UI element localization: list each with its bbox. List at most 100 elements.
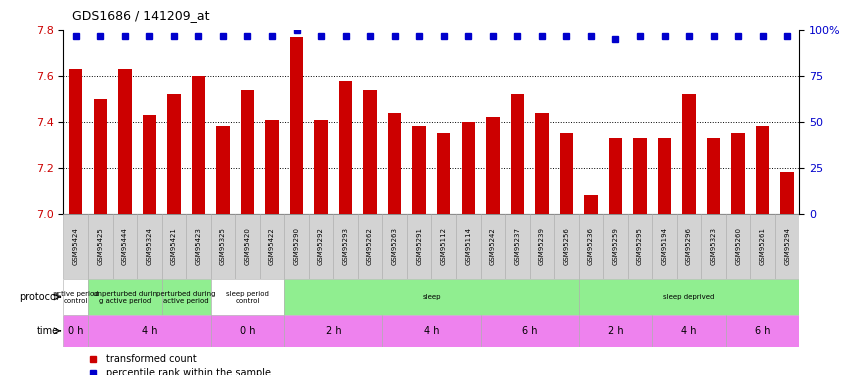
Bar xyxy=(162,214,186,279)
Text: sleep: sleep xyxy=(422,294,441,300)
Text: GSM95444: GSM95444 xyxy=(122,227,128,265)
Bar xyxy=(88,214,113,279)
Bar xyxy=(707,138,720,214)
Bar xyxy=(677,214,701,279)
Bar xyxy=(162,279,211,315)
Text: GSM95425: GSM95425 xyxy=(97,227,103,265)
Bar xyxy=(63,214,88,279)
Bar xyxy=(315,120,327,214)
Text: 4 h: 4 h xyxy=(141,326,157,336)
Bar xyxy=(775,214,799,279)
Text: GSM95194: GSM95194 xyxy=(662,227,667,265)
Bar xyxy=(235,214,260,279)
Text: 6 h: 6 h xyxy=(522,326,537,336)
Text: GSM95261: GSM95261 xyxy=(760,227,766,265)
Bar xyxy=(309,214,333,279)
Bar xyxy=(579,214,603,279)
Bar xyxy=(511,94,524,214)
Text: 2 h: 2 h xyxy=(607,326,624,336)
Bar xyxy=(456,214,481,279)
Bar xyxy=(603,214,628,279)
Bar xyxy=(756,126,769,214)
Text: 4 h: 4 h xyxy=(424,326,439,336)
Text: GSM95423: GSM95423 xyxy=(195,227,201,265)
Text: active period
control: active period control xyxy=(53,291,98,303)
Bar xyxy=(585,195,597,214)
Text: GSM95236: GSM95236 xyxy=(588,227,594,265)
Bar xyxy=(63,279,88,315)
Text: protocol: protocol xyxy=(19,292,59,302)
Bar xyxy=(211,214,235,279)
Text: GSM95260: GSM95260 xyxy=(735,227,741,265)
Text: GSM95421: GSM95421 xyxy=(171,227,177,265)
Text: GSM95293: GSM95293 xyxy=(343,227,349,265)
Bar xyxy=(382,214,407,279)
Text: GSM95420: GSM95420 xyxy=(244,227,250,265)
Text: GSM95424: GSM95424 xyxy=(73,227,79,265)
Text: GSM95242: GSM95242 xyxy=(490,227,496,265)
Bar xyxy=(260,214,284,279)
Bar xyxy=(505,214,530,279)
Bar xyxy=(579,315,652,346)
Text: GSM95295: GSM95295 xyxy=(637,227,643,265)
Text: GSM95112: GSM95112 xyxy=(441,227,447,265)
Text: GSM95324: GSM95324 xyxy=(146,227,152,265)
Bar xyxy=(266,120,278,214)
Bar xyxy=(88,315,211,346)
Bar xyxy=(481,315,579,346)
Text: perturbed during
active period: perturbed during active period xyxy=(157,291,216,303)
Text: GSM95292: GSM95292 xyxy=(318,227,324,265)
Bar xyxy=(407,214,431,279)
Bar xyxy=(382,315,481,346)
Text: GSM95294: GSM95294 xyxy=(784,227,790,265)
Text: GSM95262: GSM95262 xyxy=(367,227,373,265)
Text: GSM95325: GSM95325 xyxy=(220,227,226,265)
Bar xyxy=(413,126,426,214)
Bar xyxy=(462,122,475,214)
Text: 2 h: 2 h xyxy=(326,326,341,336)
Bar xyxy=(683,94,695,214)
Text: GSM95239: GSM95239 xyxy=(539,227,545,265)
Bar xyxy=(658,138,671,214)
Bar xyxy=(94,99,107,214)
Text: GSM95259: GSM95259 xyxy=(613,227,618,265)
Bar xyxy=(609,138,622,214)
Bar xyxy=(69,69,82,214)
Bar xyxy=(211,315,284,346)
Text: GSM95296: GSM95296 xyxy=(686,227,692,265)
Bar xyxy=(143,115,156,214)
Text: time: time xyxy=(37,326,59,336)
Text: GSM95263: GSM95263 xyxy=(392,227,398,265)
Bar xyxy=(536,112,548,214)
Text: GDS1686 / 141209_at: GDS1686 / 141209_at xyxy=(72,9,210,22)
Bar xyxy=(284,214,309,279)
Bar xyxy=(437,133,450,214)
Bar xyxy=(750,214,775,279)
Bar xyxy=(284,315,382,346)
Bar xyxy=(364,90,376,214)
Bar xyxy=(554,214,579,279)
Bar xyxy=(726,214,750,279)
Text: GSM95323: GSM95323 xyxy=(711,227,717,265)
Bar xyxy=(628,214,652,279)
Bar xyxy=(118,69,131,214)
Text: 6 h: 6 h xyxy=(755,326,771,336)
Bar xyxy=(186,214,211,279)
Bar xyxy=(388,112,401,214)
Bar xyxy=(137,214,162,279)
Bar xyxy=(339,81,352,214)
Text: GSM95290: GSM95290 xyxy=(294,227,299,265)
Text: GSM95256: GSM95256 xyxy=(563,227,569,265)
Text: 4 h: 4 h xyxy=(681,326,697,336)
Bar xyxy=(481,214,505,279)
Bar xyxy=(113,214,137,279)
Bar xyxy=(168,94,180,214)
Bar xyxy=(726,315,799,346)
Bar xyxy=(211,279,284,315)
Text: GSM95422: GSM95422 xyxy=(269,227,275,265)
Bar xyxy=(701,214,726,279)
Bar xyxy=(241,90,254,214)
Bar xyxy=(652,214,677,279)
Bar xyxy=(63,315,88,346)
Bar xyxy=(88,279,162,315)
